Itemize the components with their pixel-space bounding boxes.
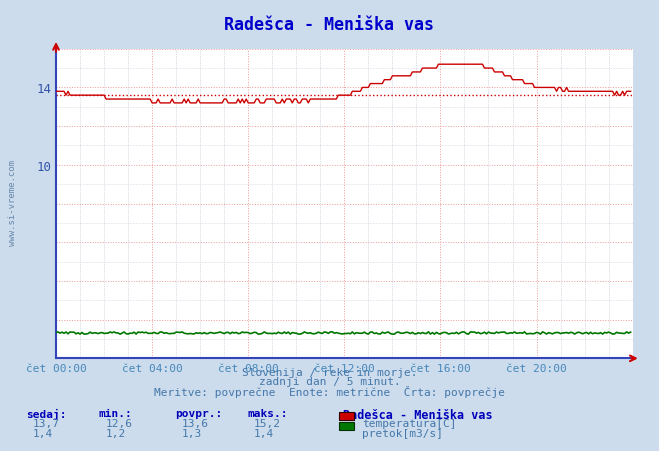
- Text: 1,2: 1,2: [105, 428, 126, 438]
- Text: povpr.:: povpr.:: [175, 408, 222, 418]
- Text: Slovenija / reke in morje.: Slovenija / reke in morje.: [242, 368, 417, 377]
- Text: 15,2: 15,2: [254, 419, 281, 428]
- Text: 12,6: 12,6: [105, 419, 132, 428]
- Text: 1,3: 1,3: [181, 428, 202, 438]
- Text: pretok[m3/s]: pretok[m3/s]: [362, 428, 444, 438]
- Text: Meritve: povprečne  Enote: metrične  Črta: povprečje: Meritve: povprečne Enote: metrične Črta:…: [154, 386, 505, 398]
- Text: 1,4: 1,4: [33, 428, 53, 438]
- Text: www.si-vreme.com: www.si-vreme.com: [8, 160, 17, 246]
- Text: 13,6: 13,6: [181, 419, 208, 428]
- Text: maks.:: maks.:: [247, 408, 287, 418]
- Text: sedaj:: sedaj:: [26, 408, 67, 419]
- Text: Radešca - Meniška vas: Radešca - Meniška vas: [343, 408, 492, 421]
- Text: min.:: min.:: [99, 408, 132, 418]
- Text: temperatura[C]: temperatura[C]: [362, 419, 457, 428]
- Text: 13,7: 13,7: [33, 419, 60, 428]
- Text: 1,4: 1,4: [254, 428, 274, 438]
- Text: zadnji dan / 5 minut.: zadnji dan / 5 minut.: [258, 377, 401, 387]
- Text: Radešca - Meniška vas: Radešca - Meniška vas: [225, 16, 434, 34]
